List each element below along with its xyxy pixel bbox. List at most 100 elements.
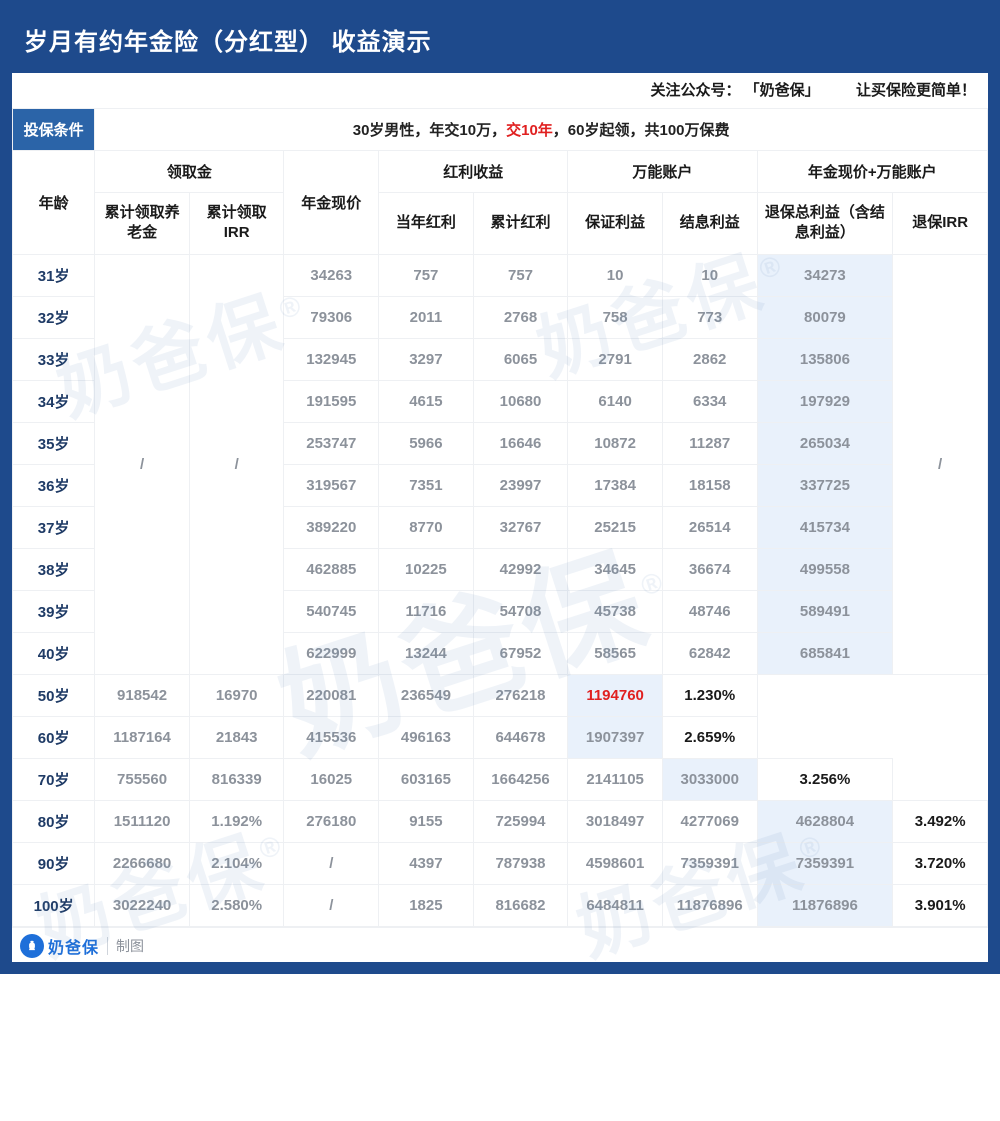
- attribution-slogan: 让买保险更简单！: [856, 82, 976, 99]
- col-div-year: 当年红利: [379, 193, 474, 255]
- surrender-irr-cell: 1.230%: [662, 674, 757, 716]
- cv-cell: 276180: [284, 800, 379, 842]
- policy-text-red: 交10年: [506, 122, 553, 139]
- withdraw-cum-cell: 3022240: [95, 884, 190, 926]
- brand-logo: 奶爸保: [20, 934, 99, 958]
- dy-cell: 5966: [379, 422, 474, 464]
- dc-cell: 16646: [473, 422, 568, 464]
- surrender-irr-cell: 2.659%: [662, 716, 757, 758]
- cv-cell: 918542: [95, 674, 190, 716]
- brand-mark-icon: [20, 934, 44, 958]
- table-row: 70岁7555608163391602560316516642562141105…: [13, 758, 988, 800]
- cv-cell: 1187164: [95, 716, 190, 758]
- surrender-total-cell: 34273: [757, 254, 893, 296]
- dy-cell: 10225: [379, 548, 474, 590]
- withdraw-irr-cell: 2.580%: [189, 884, 284, 926]
- ug-cell: 6484811: [568, 884, 663, 926]
- footer-separator: [107, 937, 108, 955]
- surrender-irr-cell: 3.492%: [893, 800, 988, 842]
- table-row: 60岁1187164218434155364961636446781907397…: [13, 716, 988, 758]
- uc-cell: 11287: [662, 422, 757, 464]
- age-cell: 39岁: [13, 590, 95, 632]
- policy-text-part: ，60岁起领，共100万保费: [553, 122, 730, 139]
- col-group-total: 年金现价+万能账户: [757, 151, 987, 193]
- policy-text-part: 30岁男性，年交10万，: [353, 122, 506, 139]
- withdraw-irr-cell: 2.104%: [189, 842, 284, 884]
- dc-cell: 2768: [473, 296, 568, 338]
- surrender-irr-cell: 3.256%: [757, 758, 893, 800]
- age-cell: 60岁: [13, 716, 95, 758]
- uc-cell: 10: [662, 254, 757, 296]
- surrender-total-cell: 589491: [757, 590, 893, 632]
- uc-cell: 62842: [662, 632, 757, 674]
- col-group-dividend: 红利收益: [379, 151, 568, 193]
- surrender-total-cell: 197929: [757, 380, 893, 422]
- uc-cell: 644678: [473, 716, 568, 758]
- age-cell: 37岁: [13, 506, 95, 548]
- ug-cell: 6140: [568, 380, 663, 422]
- uc-cell: 7359391: [662, 842, 757, 884]
- ug-cell: 4598601: [568, 842, 663, 884]
- cv-cell: /: [284, 842, 379, 884]
- dc-cell: 757: [473, 254, 568, 296]
- surrender-total-cell: 1194760: [568, 674, 663, 716]
- dy-cell: 2011: [379, 296, 474, 338]
- cv-cell: 622999: [284, 632, 379, 674]
- cv-cell: 462885: [284, 548, 379, 590]
- withdraw-cum-cell: 2266680: [95, 842, 190, 884]
- uc-cell: 6334: [662, 380, 757, 422]
- age-cell: 31岁: [13, 254, 95, 296]
- sub-header-row: 累计领取养老金 累计领取IRR 当年红利 累计红利 保证利益 结息利益 退保总利…: [13, 193, 988, 255]
- brand-word: 奶爸保: [48, 934, 99, 958]
- cv-cell: 79306: [284, 296, 379, 338]
- surrender-total-cell: 499558: [757, 548, 893, 590]
- uc-cell: 2141105: [568, 758, 663, 800]
- data-table: 投保条件 30岁男性，年交10万，交10年，60岁起领，共100万保费 年龄 领…: [12, 108, 988, 927]
- cv-cell: 319567: [284, 464, 379, 506]
- surrender-total-cell: 337725: [757, 464, 893, 506]
- uc-cell: 276218: [473, 674, 568, 716]
- dy-cell: 4397: [379, 842, 474, 884]
- uc-cell: 26514: [662, 506, 757, 548]
- surrender-total-cell: 7359391: [757, 842, 893, 884]
- policy-text: 30岁男性，年交10万，交10年，60岁起领，共100万保费: [95, 109, 988, 151]
- withdraw-irr-cell: /: [189, 254, 284, 674]
- col-age: 年龄: [13, 151, 95, 255]
- sheet: 关注公众号： 「奶爸保」 让买保险更简单！ 奶爸保® 奶爸保® 奶爸保® 奶爸保…: [12, 73, 988, 962]
- col-u-guaranteed: 保证利益: [568, 193, 663, 255]
- dy-cell: 4615: [379, 380, 474, 422]
- cv-cell: 816339: [189, 758, 284, 800]
- age-cell: 80岁: [13, 800, 95, 842]
- dc-cell: 6065: [473, 338, 568, 380]
- group-header-row: 年龄 领取金 年金现价 红利收益 万能账户 年金现价+万能账户: [13, 151, 988, 193]
- dy-cell: 13244: [379, 632, 474, 674]
- ug-cell: 236549: [379, 674, 474, 716]
- cv-cell: 253747: [284, 422, 379, 464]
- dy-cell: 3297: [379, 338, 474, 380]
- ug-cell: 10: [568, 254, 663, 296]
- cv-cell: /: [284, 884, 379, 926]
- uc-cell: 2862: [662, 338, 757, 380]
- ug-cell: 2791: [568, 338, 663, 380]
- dc-cell: 725994: [473, 800, 568, 842]
- uc-cell: 48746: [662, 590, 757, 632]
- surrender-total-cell: 80079: [757, 296, 893, 338]
- dc-cell: 787938: [473, 842, 568, 884]
- ug-cell: 25215: [568, 506, 663, 548]
- col-withdraw-irr: 累计领取IRR: [189, 193, 284, 255]
- tbody-top: 31岁//34263757757101034273/32岁79306201127…: [13, 254, 988, 674]
- dc-cell: 415536: [284, 716, 379, 758]
- ug-cell: 34645: [568, 548, 663, 590]
- age-cell: 40岁: [13, 632, 95, 674]
- surrender-total-cell: 3033000: [662, 758, 757, 800]
- surrender-total-cell: 11876896: [757, 884, 893, 926]
- policy-row: 投保条件 30岁男性，年交10万，交10年，60岁起领，共100万保费: [13, 109, 988, 151]
- col-withdraw-cum: 累计领取养老金: [95, 193, 190, 255]
- table-row: 100岁30222402.580%/1825816682648481111876…: [13, 884, 988, 926]
- ug-cell: 58565: [568, 632, 663, 674]
- withdraw-cum-cell: 1511120: [95, 800, 190, 842]
- cv-cell: 132945: [284, 338, 379, 380]
- age-cell: 100岁: [13, 884, 95, 926]
- withdraw-cum-cell: /: [95, 254, 190, 674]
- ug-cell: 1664256: [473, 758, 568, 800]
